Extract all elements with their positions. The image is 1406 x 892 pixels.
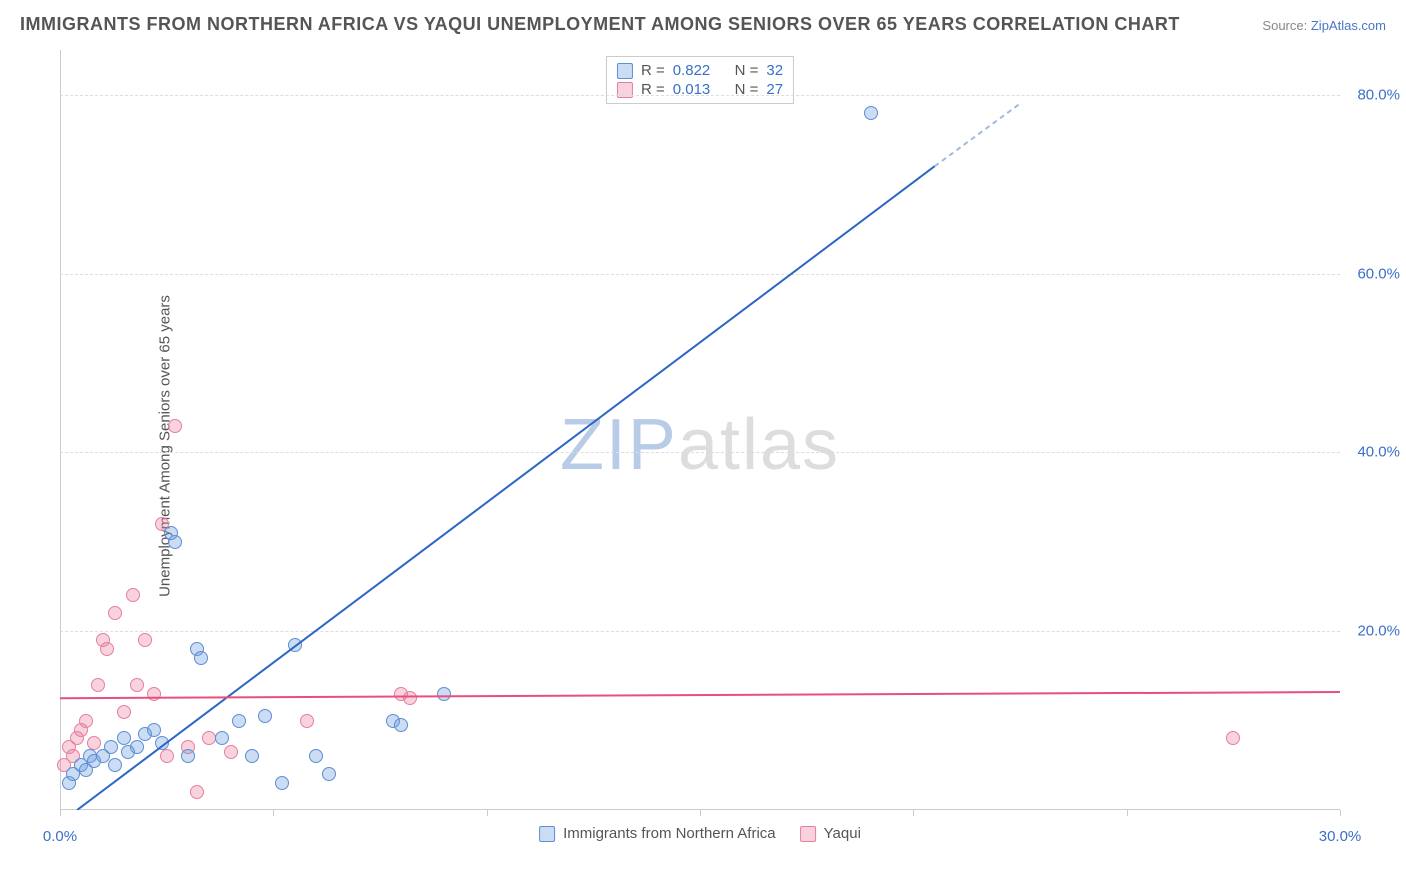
data-point <box>117 705 131 719</box>
gridline <box>60 274 1340 275</box>
data-point <box>258 709 272 723</box>
data-point <box>147 723 161 737</box>
x-tick <box>1340 810 1341 816</box>
data-point <box>164 526 178 540</box>
data-point <box>1226 731 1240 745</box>
n-value-series1: 32 <box>766 62 783 79</box>
data-point <box>108 606 122 620</box>
data-point <box>275 776 289 790</box>
n-label: N = <box>735 62 759 79</box>
r-value-series1: 0.822 <box>673 62 711 79</box>
data-point <box>300 714 314 728</box>
x-tick-label: 30.0% <box>1319 828 1362 845</box>
x-tick <box>1127 810 1128 816</box>
data-point <box>322 767 336 781</box>
data-point <box>138 633 152 647</box>
correlation-legend: R = 0.822 N = 32 R = 0.013 N = 27 <box>606 56 794 104</box>
swatch-series2 <box>800 826 816 842</box>
data-point <box>130 678 144 692</box>
x-tick <box>273 810 274 816</box>
x-tick-label: 0.0% <box>43 828 77 845</box>
chart-title: IMMIGRANTS FROM NORTHERN AFRICA VS YAQUI… <box>20 14 1180 35</box>
gridline <box>60 452 1340 453</box>
swatch-series1 <box>539 826 555 842</box>
source-link[interactable]: ZipAtlas.com <box>1311 18 1386 33</box>
legend-item-series2: Yaqui <box>800 825 861 842</box>
data-point <box>224 745 238 759</box>
data-point <box>168 419 182 433</box>
x-tick <box>60 810 61 816</box>
data-point <box>155 736 169 750</box>
data-point <box>130 740 144 754</box>
data-point <box>245 749 259 763</box>
data-point <box>100 642 114 656</box>
watermark: ZIPatlas <box>560 404 840 486</box>
plot-area: ZIPatlas R = 0.822 N = 32 R = 0.013 N = … <box>60 50 1340 840</box>
data-point <box>181 749 195 763</box>
data-point <box>215 731 229 745</box>
data-point <box>104 740 118 754</box>
y-tick-label: 80.0% <box>1357 86 1400 103</box>
source-attribution: Source: ZipAtlas.com <box>1262 18 1386 33</box>
watermark-atlas: atlas <box>678 405 840 485</box>
data-point <box>87 736 101 750</box>
data-point <box>288 638 302 652</box>
gridline <box>60 95 1340 96</box>
watermark-zip: ZIP <box>560 405 678 485</box>
x-tick <box>700 810 701 816</box>
data-point <box>91 678 105 692</box>
data-point <box>437 687 451 701</box>
y-axis-line <box>60 50 61 810</box>
y-tick-label: 60.0% <box>1357 265 1400 282</box>
data-point <box>232 714 246 728</box>
data-point <box>194 651 208 665</box>
data-point <box>403 691 417 705</box>
source-label: Source: <box>1262 18 1307 33</box>
x-tick <box>487 810 488 816</box>
data-point <box>309 749 323 763</box>
data-point <box>79 714 93 728</box>
legend-item-series1: Immigrants from Northern Africa <box>539 825 776 842</box>
data-point <box>190 785 204 799</box>
legend-row-series1: R = 0.822 N = 32 <box>617 61 783 80</box>
r-label: R = <box>641 62 665 79</box>
data-point <box>117 731 131 745</box>
data-point <box>394 718 408 732</box>
legend-label-series2: Yaqui <box>824 825 861 842</box>
data-point <box>147 687 161 701</box>
data-point <box>160 749 174 763</box>
data-point <box>126 588 140 602</box>
x-tick <box>913 810 914 816</box>
data-point <box>108 758 122 772</box>
series-legend: Immigrants from Northern Africa Yaqui <box>539 825 861 842</box>
y-tick-label: 40.0% <box>1357 444 1400 461</box>
gridline <box>60 631 1340 632</box>
data-point <box>864 106 878 120</box>
legend-label-series1: Immigrants from Northern Africa <box>563 825 776 842</box>
swatch-series1 <box>617 63 633 79</box>
chart-container: IMMIGRANTS FROM NORTHERN AFRICA VS YAQUI… <box>0 0 1406 892</box>
legend-row-series2: R = 0.013 N = 27 <box>617 80 783 99</box>
y-tick-label: 20.0% <box>1357 623 1400 640</box>
